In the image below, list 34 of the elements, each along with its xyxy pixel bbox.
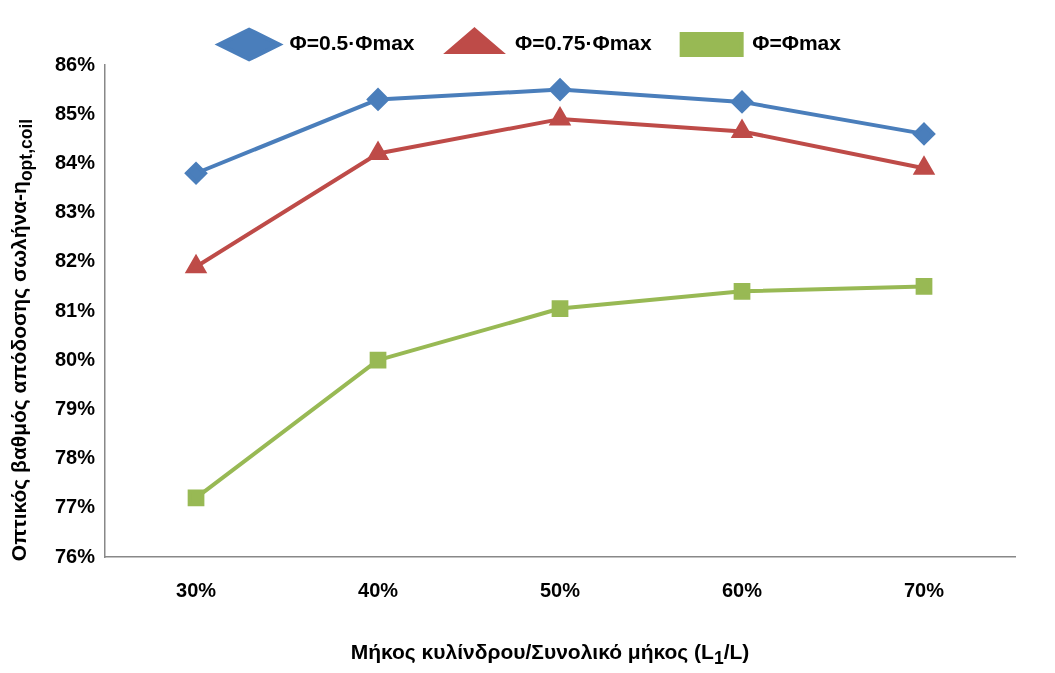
y-tick-label: 76% bbox=[55, 544, 96, 567]
y-tick-label: 80% bbox=[55, 347, 96, 370]
point bbox=[367, 88, 390, 111]
y-tick-label: 82% bbox=[55, 249, 96, 272]
point bbox=[913, 122, 935, 145]
x-tick-label: 50% bbox=[540, 578, 581, 601]
point bbox=[914, 157, 934, 175]
y-tick-label: 85% bbox=[55, 101, 96, 124]
point bbox=[731, 90, 754, 113]
y-tick-label: 84% bbox=[55, 150, 96, 173]
x-tick-label: 30% bbox=[176, 578, 217, 601]
point bbox=[550, 108, 570, 126]
point bbox=[186, 255, 206, 274]
x-tick-label: 40% bbox=[358, 578, 399, 601]
x-axis-title: Μήκος κυλίνδρου/Συνολικό μήκος (L$_{1}$/L) bbox=[349, 640, 751, 670]
x-tick-label: 70% bbox=[903, 578, 945, 601]
point bbox=[549, 78, 572, 101]
x-tick-label: 60% bbox=[721, 578, 763, 601]
y-tick-label: 78% bbox=[55, 446, 96, 469]
point bbox=[187, 489, 205, 507]
point bbox=[551, 300, 569, 317]
y-tick-label: 81% bbox=[55, 298, 96, 321]
point bbox=[185, 162, 208, 185]
legend-label: Φ=Φmax bbox=[752, 31, 842, 55]
legend-label: Φ=0.75·Φmax bbox=[515, 31, 652, 55]
y-tick-label: 83% bbox=[55, 200, 96, 223]
point bbox=[732, 120, 752, 138]
point bbox=[915, 278, 933, 295]
point bbox=[733, 282, 751, 300]
legend-label: Φ=0.5·Φmax bbox=[289, 31, 415, 55]
y-tick-label: 86% bbox=[55, 52, 96, 75]
y-tick-label: 77% bbox=[55, 495, 96, 518]
point bbox=[369, 351, 387, 369]
y-tick-label: 79% bbox=[55, 396, 96, 419]
